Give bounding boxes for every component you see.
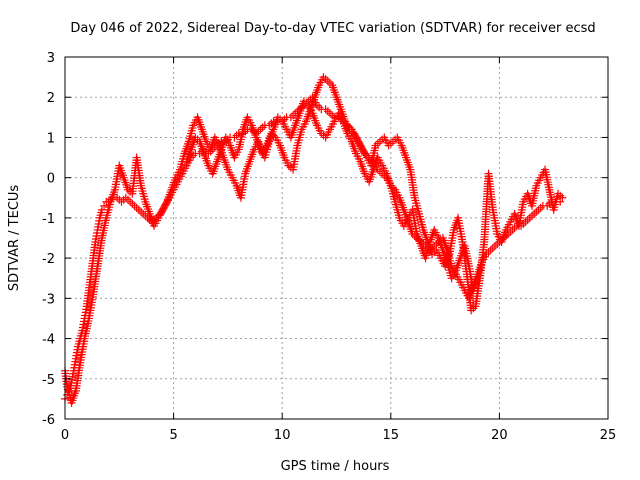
y-tick-label: -3 [42, 292, 55, 307]
data-point [265, 121, 274, 130]
y-tick-label: -5 [42, 373, 55, 388]
data-point [315, 103, 324, 112]
x-tick-label: 25 [600, 428, 617, 443]
data-point [558, 193, 567, 202]
data-point [123, 195, 132, 204]
y-tick-label: -6 [42, 413, 55, 428]
data-point [232, 131, 241, 140]
data-point [132, 203, 141, 212]
data-point [230, 133, 239, 142]
data-point [525, 213, 534, 222]
data-point [473, 270, 482, 279]
plot-frame [64, 56, 609, 420]
data-point [527, 211, 536, 220]
data-point [323, 107, 332, 116]
y-tick-label: 0 [47, 172, 55, 187]
data-point [523, 215, 532, 224]
y-tick-label: 1 [47, 131, 55, 146]
data-points [61, 73, 567, 407]
data-point [325, 109, 334, 118]
data-point [375, 137, 384, 146]
data-point [100, 201, 109, 210]
data-point [128, 199, 137, 208]
data-point [134, 205, 143, 214]
x-tick-label: 0 [61, 428, 69, 443]
data-point [532, 207, 541, 216]
data-point [117, 197, 126, 206]
y-tick-label: 3 [47, 51, 55, 66]
data-point [130, 201, 139, 210]
data-point [323, 77, 332, 86]
data-point [137, 207, 146, 216]
x-tick-label: 20 [491, 428, 508, 443]
tick-labels: 0 5 10 15 20 25 -6 -5 -4 -3 -2 -1 0 1 2 3 [42, 51, 616, 443]
data-point [488, 244, 497, 253]
y-tick-label: 2 [47, 91, 55, 106]
x-axis-label: GPS time / hours [281, 459, 390, 474]
x-tick-label: 10 [274, 428, 291, 443]
y-tick-label: -1 [42, 212, 55, 227]
y-axis-label: SDTVAR / TECUs [7, 185, 22, 292]
data-point [258, 123, 267, 132]
grid-lines [65, 57, 608, 419]
data-point [321, 105, 330, 114]
data-point [486, 246, 495, 255]
x-tick-label: 5 [169, 428, 177, 443]
plot-border [64, 56, 609, 420]
data-point [530, 209, 539, 218]
data-point [536, 203, 545, 212]
data-point [521, 217, 530, 226]
data-point [126, 197, 135, 206]
data-point [121, 193, 130, 202]
data-point [534, 205, 543, 214]
y-tick-label: -2 [42, 252, 55, 267]
y-tick-label: -4 [42, 333, 55, 348]
data-point [543, 201, 552, 210]
data-point [491, 242, 500, 251]
data-point [388, 137, 397, 146]
x-tick-label: 15 [383, 428, 400, 443]
axis-ticks [64, 56, 609, 420]
chart-title: Day 046 of 2022, Sidereal Day-to-day VTE… [70, 21, 595, 36]
